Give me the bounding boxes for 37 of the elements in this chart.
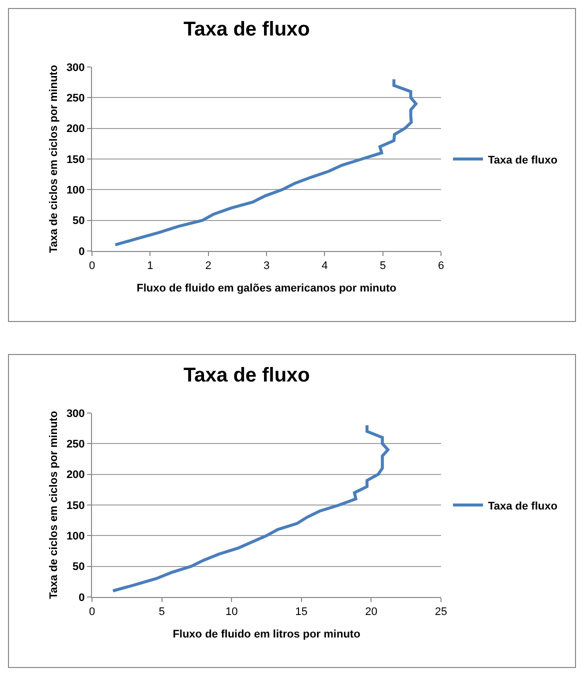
- y-tick-label: 300: [66, 62, 85, 74]
- x-tick-label: 15: [295, 606, 308, 618]
- x-tick-label: 5: [380, 260, 386, 272]
- chart-title: Taxa de fluxo: [184, 364, 310, 386]
- y-tick-label: 50: [72, 561, 85, 574]
- y-tick-label: 100: [66, 530, 85, 543]
- x-tick-label: 2: [205, 260, 212, 272]
- legend-label: Taxa de fluxo: [488, 154, 558, 166]
- x-tick-label: 20: [365, 606, 378, 618]
- x-tick-label: 0: [88, 260, 96, 272]
- chart-title: Taxa de fluxo: [184, 18, 310, 40]
- x-tick-label: 4: [322, 260, 328, 272]
- x-tick-label: 5: [158, 606, 165, 618]
- y-tick-label: 200: [66, 123, 85, 136]
- x-axis-title: Fluxo de fluido em litros por minuto: [172, 628, 361, 640]
- y-tick-label: 0: [78, 592, 85, 604]
- line-series: [111, 424, 390, 592]
- x-tick-label: 25: [434, 606, 448, 618]
- y-tick-label: 250: [66, 92, 85, 105]
- y-tick-label: 300: [66, 408, 85, 420]
- x-tick-label: 3: [263, 260, 270, 272]
- y-axis-title: Taxa de ciclos em ciclos por minuto: [48, 64, 60, 254]
- y-tick-label: 200: [66, 469, 85, 482]
- x-tick-label: 1: [147, 260, 154, 272]
- y-tick-label: 150: [66, 500, 85, 512]
- y-tick-label: 50: [72, 215, 85, 228]
- legend-label: Taxa de fluxo: [488, 500, 558, 512]
- x-axis-title: Fluxo de fluido em galões americanos por minuto: [136, 282, 397, 294]
- y-tick-label: 250: [66, 438, 85, 451]
- y-tick-label: 150: [66, 154, 85, 166]
- x-tick-label: 0: [88, 606, 96, 618]
- x-tick-label: 10: [225, 606, 238, 618]
- line-series: [114, 78, 418, 246]
- x-tick-label: 6: [438, 260, 444, 272]
- y-tick-label: 0: [78, 246, 85, 258]
- y-tick-label: 100: [66, 184, 85, 197]
- y-axis-title: Taxa de ciclos em ciclos por minuto: [48, 410, 60, 600]
